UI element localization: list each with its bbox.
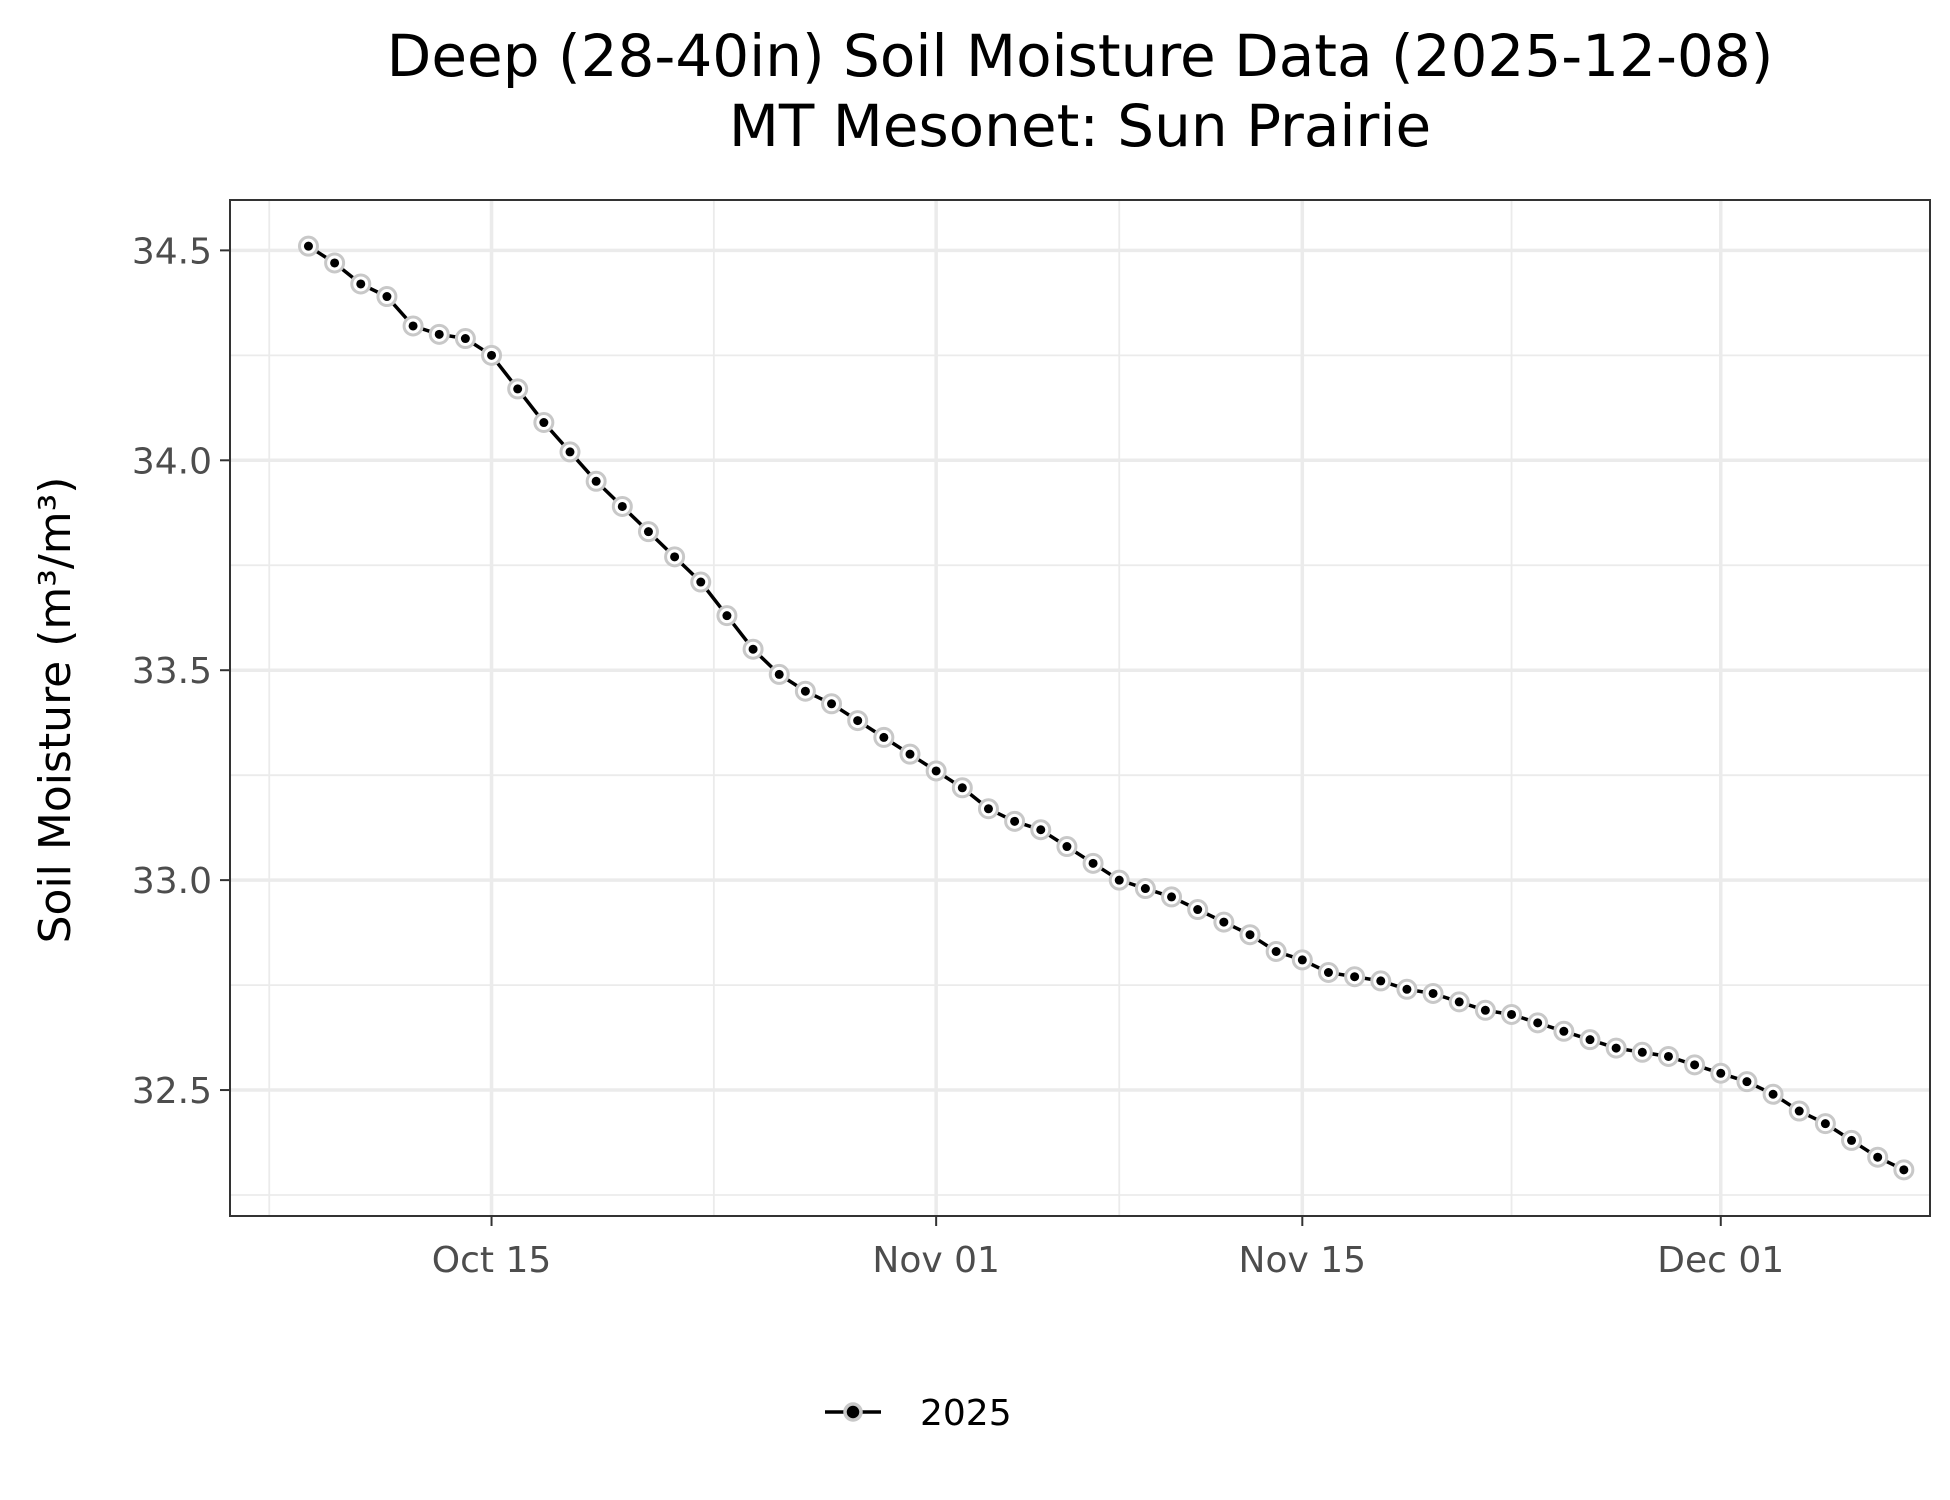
data-point xyxy=(1899,1165,1909,1175)
data-point xyxy=(1480,1005,1490,1015)
data-point xyxy=(487,350,497,360)
data-point xyxy=(1768,1089,1778,1099)
data-point xyxy=(1716,1068,1726,1078)
data-point xyxy=(408,321,418,331)
data-point xyxy=(1323,967,1333,977)
data-point xyxy=(905,749,915,759)
data-point xyxy=(356,279,366,289)
series-line-2025 xyxy=(307,244,1905,1172)
data-point xyxy=(748,644,758,654)
data-point xyxy=(1010,816,1020,826)
data-point xyxy=(1663,1051,1673,1061)
x-tick-label: Nov 15 xyxy=(1239,1240,1367,1281)
data-point xyxy=(303,241,313,251)
data-point xyxy=(931,766,941,776)
data-point xyxy=(1428,988,1438,998)
data-point xyxy=(1794,1106,1804,1116)
data-point xyxy=(1062,842,1072,852)
chart-subtitle: MT Mesonet: Sun Prairie xyxy=(728,92,1432,160)
data-point xyxy=(539,418,549,428)
data-point xyxy=(617,501,627,511)
data-point xyxy=(1271,947,1281,957)
data-point xyxy=(1402,984,1412,994)
x-tick-label: Oct 15 xyxy=(432,1240,552,1281)
data-point xyxy=(1114,875,1124,885)
data-point xyxy=(1559,1026,1569,1036)
data-point xyxy=(565,447,575,457)
data-point xyxy=(330,258,340,268)
x-axis-tick-labels: Oct 15 Nov 01 Nov 15 Dec 01 xyxy=(432,1240,1784,1281)
major-gridlines xyxy=(230,200,1930,1216)
data-point xyxy=(1245,930,1255,940)
data-point xyxy=(983,804,993,814)
axis-ticks xyxy=(220,249,1722,1226)
legend-label-2025: 2025 xyxy=(920,1393,1012,1434)
series-line-group xyxy=(307,244,1905,1172)
data-point xyxy=(513,384,523,394)
data-point xyxy=(957,783,967,793)
data-point xyxy=(460,334,470,344)
data-point xyxy=(1297,955,1307,965)
data-point xyxy=(853,716,863,726)
x-tick-label: Dec 01 xyxy=(1657,1240,1784,1281)
data-point xyxy=(1533,1018,1543,1028)
data-point xyxy=(879,732,889,742)
plot-panel-border xyxy=(229,199,1931,1217)
data-point xyxy=(591,476,601,486)
data-point xyxy=(670,552,680,562)
data-point xyxy=(800,686,810,696)
y-tick-label: 32.5 xyxy=(132,1071,212,1112)
y-axis-tick-labels: 32.5 33.0 33.5 34.0 34.5 xyxy=(132,231,212,1112)
data-point xyxy=(1350,972,1360,982)
data-point xyxy=(1219,917,1229,927)
data-point xyxy=(1507,1009,1517,1019)
data-point xyxy=(1585,1035,1595,1045)
legend: 2025 xyxy=(825,1393,1012,1434)
y-tick-label: 33.0 xyxy=(132,861,212,902)
data-point xyxy=(1088,858,1098,868)
chart-title: Deep (28-40in) Soil Moisture Data (2025-… xyxy=(386,22,1774,90)
data-point xyxy=(1847,1135,1857,1145)
data-point xyxy=(722,611,732,621)
y-axis-label: Soil Moisture (m³/m³) xyxy=(30,477,81,944)
legend-key-point xyxy=(843,1402,863,1422)
data-point xyxy=(1454,997,1464,1007)
data-point xyxy=(1193,905,1203,915)
data-point xyxy=(774,669,784,679)
data-point xyxy=(1873,1152,1883,1162)
data-point xyxy=(1167,892,1177,902)
data-point xyxy=(1742,1077,1752,1087)
data-point xyxy=(1820,1119,1830,1129)
y-tick-label: 34.5 xyxy=(132,231,212,272)
data-point xyxy=(434,329,444,339)
data-point xyxy=(643,527,653,537)
data-point xyxy=(382,292,392,302)
data-point xyxy=(1140,884,1150,894)
y-tick-label: 34.0 xyxy=(132,441,212,482)
data-point xyxy=(1637,1047,1647,1057)
data-point xyxy=(696,577,706,587)
data-point xyxy=(1036,825,1046,835)
data-point xyxy=(1376,976,1386,986)
series-points-group xyxy=(297,235,1915,1181)
x-tick-label: Nov 01 xyxy=(872,1240,1000,1281)
data-point xyxy=(827,699,837,709)
y-tick-label: 33.5 xyxy=(132,651,212,692)
data-point xyxy=(1690,1060,1700,1070)
data-point xyxy=(1611,1043,1621,1053)
